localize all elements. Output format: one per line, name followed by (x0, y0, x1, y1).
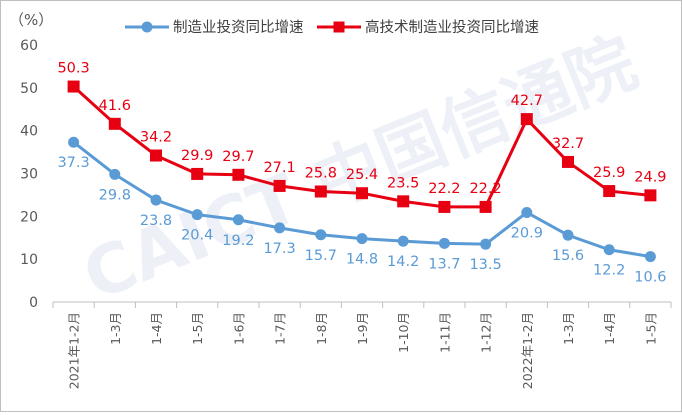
data-label: 29.7 (222, 149, 254, 165)
legend-marker (333, 21, 345, 33)
data-label: 14.8 (346, 252, 378, 268)
legend-marker (141, 21, 153, 33)
y-tick-label: 60 (20, 38, 38, 54)
data-point (68, 136, 80, 148)
x-tick-label: 1-5月 (643, 312, 658, 345)
data-label: 20.9 (511, 225, 543, 241)
data-point (274, 222, 286, 234)
data-point (232, 214, 244, 226)
y-tick-label: 50 (20, 81, 38, 97)
data-label: 42.7 (511, 93, 543, 109)
data-label: 50.3 (57, 61, 89, 77)
data-point (150, 194, 162, 206)
legend-label: 高技术制造业投资同比增速 (365, 19, 539, 36)
x-tick-label: 1-11月 (437, 312, 452, 353)
data-label: 37.3 (57, 155, 89, 171)
data-point (108, 117, 121, 130)
data-label: 14.2 (387, 254, 419, 270)
data-label: 29.9 (181, 148, 213, 164)
data-label: 22.2 (469, 181, 501, 197)
y-tick-label: 10 (20, 252, 38, 268)
data-labels: 37.3 29.8 23.8 20.4 19.2 17.3 15.7 14.8 14.2 13.7… (57, 61, 666, 286)
data-point (438, 237, 450, 249)
y-tick-label: 30 (20, 167, 38, 183)
x-tick-label: 1-7月 (273, 312, 288, 345)
data-point (479, 200, 492, 213)
data-label: 41.6 (99, 98, 131, 114)
data-label: 23.8 (140, 213, 172, 229)
data-label: 23.5 (387, 175, 419, 191)
data-label: 27.1 (263, 160, 295, 176)
legend-label: 制造业投资同比增速 (173, 19, 304, 36)
data-label: 20.4 (181, 228, 213, 244)
data-point (273, 179, 286, 192)
x-tick-label: 1-6月 (231, 312, 246, 345)
data-label: 10.6 (634, 270, 666, 286)
data-point (603, 244, 615, 256)
data-point (315, 229, 327, 241)
data-label: 15.7 (305, 248, 337, 264)
series-markers (67, 80, 657, 263)
data-point (438, 200, 451, 213)
x-tick-label: 1-8月 (314, 312, 329, 345)
data-label: 15.6 (552, 248, 584, 264)
data-label: 13.7 (428, 256, 460, 272)
data-label: 22.2 (428, 181, 460, 197)
data-point (397, 195, 410, 208)
data-point (67, 80, 80, 93)
data-label: 13.5 (469, 257, 501, 273)
data-label: 12.2 (593, 263, 625, 279)
x-tick-label: 2021年1-2月 (67, 312, 82, 389)
data-point (191, 209, 203, 221)
data-point (562, 155, 574, 168)
x-tick-label: 1-12月 (479, 312, 494, 353)
data-point (562, 229, 574, 241)
legend: 制造业投资同比增速 高技术制造业投资同比增速 (125, 19, 539, 36)
y-axis-unit-label: （%） (9, 11, 53, 29)
data-point (109, 168, 121, 180)
data-label: 17.3 (263, 241, 295, 257)
data-point (397, 235, 409, 247)
x-tick-label: 1-4月 (602, 312, 617, 345)
data-label: 25.9 (593, 165, 625, 181)
data-point (644, 189, 657, 202)
x-tick-label: 1-3月 (561, 312, 576, 345)
data-point (603, 185, 616, 198)
data-point (356, 233, 368, 245)
data-point (520, 113, 533, 126)
y-tick-label: 40 (20, 124, 38, 140)
data-label: 25.8 (305, 165, 337, 181)
data-label: 32.7 (552, 136, 584, 152)
data-point (150, 149, 162, 162)
x-tick-label: 1-10月 (396, 312, 411, 353)
data-label: 24.9 (634, 169, 666, 185)
axes: 0 10 20 30 40 50 60 2021年1-2月 1-3月 1-4月 1-5月 1-6月 1-… (20, 38, 672, 389)
data-point (521, 206, 533, 218)
data-point (314, 185, 327, 198)
data-point (232, 168, 245, 181)
data-label: 34.2 (140, 130, 172, 146)
x-tick-label: 1-4月 (149, 312, 164, 345)
data-point (480, 238, 492, 250)
x-tick-label: 1-5月 (190, 312, 205, 345)
y-tick-label: 0 (29, 295, 38, 311)
y-tick-label: 20 (20, 209, 38, 225)
x-tick-label: 2022年1-2月 (520, 312, 535, 389)
data-point (644, 251, 656, 263)
data-label: 29.8 (99, 187, 131, 203)
x-tick-label: 1-3月 (108, 312, 123, 345)
data-point (191, 167, 204, 180)
data-label: 25.4 (346, 167, 378, 183)
data-point (356, 187, 368, 200)
data-label: 19.2 (222, 233, 254, 249)
x-tick-label: 1-9月 (355, 312, 370, 345)
